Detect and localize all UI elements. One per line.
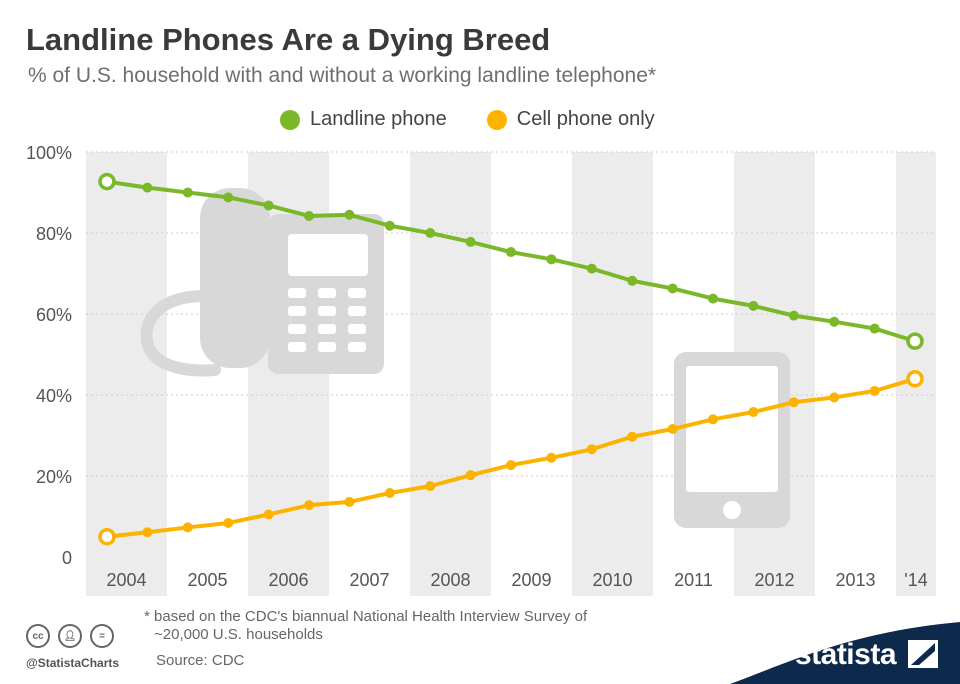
y-tick-label: 0 (62, 548, 72, 568)
data-point[interactable] (506, 460, 516, 471)
year-bands (86, 152, 936, 596)
data-point[interactable] (667, 424, 678, 435)
data-point[interactable] (667, 283, 678, 294)
data-point[interactable] (98, 172, 116, 191)
data-point[interactable] (546, 452, 557, 463)
footnote: * based on the CDC's biannual National H… (144, 608, 664, 644)
year-band (410, 152, 491, 596)
data-point[interactable] (263, 509, 274, 520)
x-tick-label: 2009 (511, 570, 551, 590)
legend-swatch-landline (280, 109, 300, 130)
y-tick-label: 40% (36, 386, 72, 406)
x-tick-label: 2008 (430, 570, 470, 590)
year-band (572, 152, 653, 596)
x-tick-label: 2012 (754, 570, 794, 590)
smartphone-icon (674, 352, 790, 528)
axis-labels: 0 20% 40% 60% 80% 100% 2004 2005 2006 2007 2008 200… (26, 143, 928, 590)
data-point[interactable] (223, 192, 234, 203)
data-point[interactable] (384, 220, 395, 231)
footnote-line-1: * based on the CDC's biannual National H… (144, 608, 588, 625)
data-point[interactable] (627, 275, 638, 286)
y-tick-label: 100% (26, 143, 72, 163)
legend-item-landline[interactable]: Landline phone (280, 108, 447, 131)
source-text: Source: CDC (156, 652, 245, 669)
statista-logo-icon (908, 640, 938, 668)
data-point[interactable] (304, 210, 314, 221)
data-point[interactable] (304, 500, 314, 511)
data-point[interactable] (182, 522, 193, 533)
data-point[interactable] (506, 247, 516, 258)
data-point[interactable] (869, 323, 880, 334)
creative-commons-icon: cc (26, 624, 50, 648)
data-point[interactable] (788, 310, 799, 321)
data-point[interactable] (344, 496, 355, 507)
series-landline (98, 172, 924, 350)
data-point[interactable] (465, 236, 476, 247)
y-tick-label: 80% (36, 224, 72, 244)
data-point[interactable] (465, 470, 476, 481)
data-point[interactable] (906, 370, 924, 388)
legend-swatch-cell (486, 109, 507, 130)
legend-label-landline: Landline phone (310, 108, 447, 130)
footnote-line-2: ~20,000 U.S. households (154, 626, 323, 643)
x-tick-label: 2013 (835, 570, 875, 590)
data-point[interactable] (142, 182, 153, 193)
x-tick-label: 2006 (268, 570, 308, 590)
series-cell (98, 370, 924, 546)
data-point[interactable] (142, 527, 153, 538)
data-point[interactable] (263, 200, 274, 211)
x-tick-label: 2005 (187, 570, 227, 590)
data-point[interactable] (425, 481, 436, 492)
y-tick-label: 60% (36, 305, 72, 325)
data-point[interactable] (829, 392, 840, 403)
social-handle[interactable]: @StatistaCharts (26, 656, 120, 670)
x-tick-label: 2007 (349, 570, 389, 590)
chart-legend: Landline phone Cell phone only (280, 108, 655, 131)
brand-logo[interactable]: statista (794, 638, 897, 671)
legend-label-cell: Cell phone only (516, 108, 655, 130)
data-point[interactable] (182, 187, 193, 198)
data-point[interactable] (425, 228, 436, 238)
data-point[interactable] (586, 444, 597, 455)
data-point[interactable] (384, 488, 395, 499)
legend-item-cell[interactable]: Cell phone only (486, 108, 655, 131)
x-tick-label: 2011 (674, 570, 713, 590)
line-chart: 0 20% 40% 60% 80% 100% 2004 2005 2006 2007 2008 200… (26, 143, 936, 596)
data-point[interactable] (708, 293, 718, 304)
data-point[interactable] (788, 397, 799, 408)
landline-phone-icon (140, 188, 384, 377)
data-point[interactable] (829, 316, 840, 327)
no-derivatives-icon: = (90, 624, 114, 648)
data-point[interactable] (546, 254, 557, 265)
x-tick-label: '14 (904, 570, 927, 590)
data-point[interactable] (344, 209, 355, 220)
license-icons: cc 👤︎ = (26, 624, 114, 648)
data-point[interactable] (98, 528, 116, 546)
data-point[interactable] (708, 414, 718, 425)
attribution-icon: 👤︎ (58, 624, 82, 648)
year-band (86, 152, 167, 596)
x-tick-label: 2004 (106, 570, 146, 590)
x-tick-label: 2010 (592, 570, 632, 590)
data-point[interactable] (748, 300, 759, 311)
data-point[interactable] (748, 407, 759, 418)
y-tick-label: 20% (36, 467, 72, 487)
data-point[interactable] (586, 263, 597, 274)
brand-banner[interactable] (730, 622, 960, 684)
page-title: Landline Phones Are a Dying Breed (26, 22, 551, 57)
data-point[interactable] (627, 431, 638, 442)
page-subtitle: % of U.S. household with and without a w… (28, 64, 657, 87)
series-lines (98, 172, 924, 546)
data-point[interactable] (906, 332, 924, 350)
data-point[interactable] (869, 385, 880, 396)
data-point[interactable] (223, 517, 234, 528)
